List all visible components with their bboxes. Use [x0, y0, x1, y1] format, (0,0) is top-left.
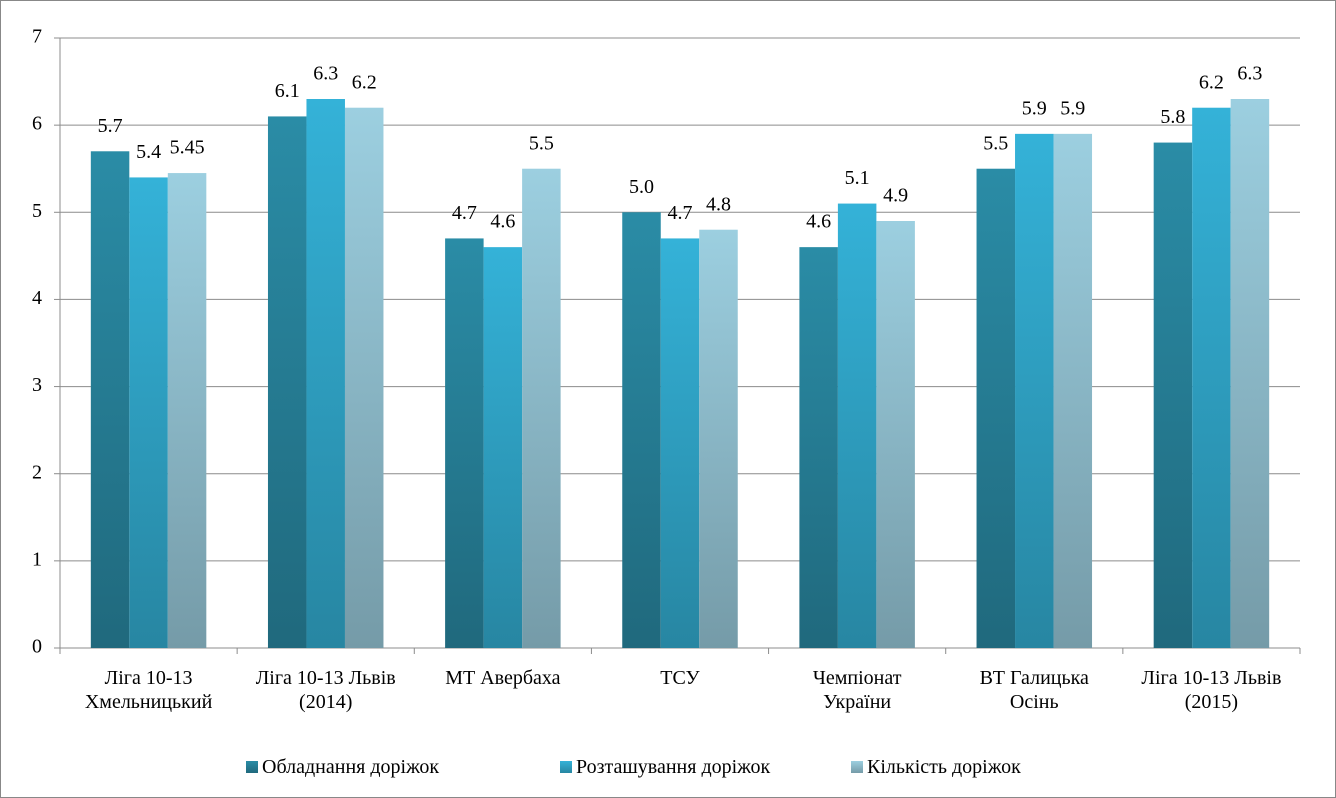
bar: [876, 221, 915, 648]
value-label: 5.1: [845, 167, 870, 189]
value-label: 6.3: [313, 63, 338, 85]
y-tick-label: 6: [32, 113, 42, 135]
value-label: 4.7: [668, 202, 693, 224]
y-tick-label: 5: [32, 200, 42, 222]
value-label: 4.7: [452, 202, 477, 224]
x-tick-label: Ліга 10-13 Львів (2015): [1141, 667, 1282, 713]
bar: [90, 151, 130, 649]
value-label: 5.0: [629, 176, 654, 198]
y-tick-label: 3: [32, 374, 42, 396]
value-label: 5.45: [170, 137, 205, 159]
bar: [1230, 99, 1270, 648]
legend-item: Розташування доріжок: [560, 755, 770, 779]
legend-label: Розташування доріжок: [576, 756, 771, 778]
value-label: 5.9: [1022, 97, 1047, 119]
x-tick-label: Чемпіонат України: [812, 667, 902, 713]
bar: [344, 107, 384, 648]
legend-label: Кількість доріжок: [867, 756, 1021, 778]
y-tick-label: 1: [32, 548, 42, 570]
y-tick-label: 2: [32, 461, 42, 483]
y-tick-label: 4: [32, 287, 42, 309]
bar: [129, 177, 168, 648]
value-label: 4.9: [883, 185, 908, 207]
bar: [1015, 133, 1054, 648]
value-label: 4.8: [706, 193, 731, 215]
bar: [837, 203, 877, 649]
bar: [522, 168, 561, 648]
legend-swatch: [246, 761, 258, 773]
x-tick-label: ТСУ: [660, 667, 700, 689]
x-tick-label: ВТ Галицька Осінь: [979, 667, 1089, 713]
value-label: 6.2: [1199, 71, 1224, 93]
value-label: 6.2: [352, 71, 377, 93]
x-tick-label: Ліга 10-13 Львів (2014): [255, 667, 396, 713]
bar: [622, 212, 661, 649]
value-label: 6.3: [1237, 63, 1262, 85]
y-tick-label: 0: [32, 636, 42, 658]
bar: [976, 168, 1016, 648]
value-label: 5.7: [98, 115, 123, 137]
value-label: 6.1: [275, 80, 300, 102]
value-label: 4.6: [490, 211, 515, 233]
bar: [445, 238, 484, 648]
legend-item: Обладнання доріжок: [246, 755, 439, 779]
bar: [799, 247, 838, 648]
value-label: 5.5: [529, 132, 554, 154]
legend-swatch: [851, 761, 863, 773]
bar: [660, 238, 700, 648]
bar: [483, 247, 523, 648]
value-label: 4.6: [806, 211, 831, 233]
value-label: 5.9: [1060, 97, 1085, 119]
bar: [267, 116, 307, 648]
bar: [1053, 133, 1093, 648]
legend-label: Обладнання доріжок: [262, 756, 440, 778]
y-tick-label: 7: [32, 26, 42, 48]
x-tick-label: Ліга 10-13 Хмельницький: [84, 667, 213, 713]
value-label: 5.5: [983, 132, 1008, 154]
bar: [167, 173, 207, 649]
bar: [699, 229, 738, 648]
value-label: 5.4: [136, 141, 161, 163]
bar: [1153, 142, 1193, 649]
value-label: 5.8: [1160, 106, 1185, 128]
bar: [1192, 107, 1231, 648]
x-tick-label: МТ Авербаха: [445, 667, 561, 689]
bar: [306, 99, 345, 648]
legend-item: Кількість доріжок: [851, 755, 1021, 779]
legend-swatch: [560, 761, 572, 773]
